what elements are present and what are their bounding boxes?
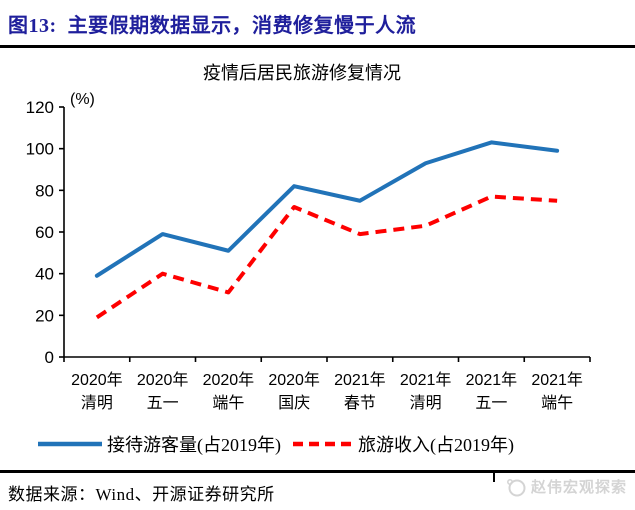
series-visitors <box>94 140 560 278</box>
x-tick-label-year: 2020年 <box>71 371 123 389</box>
y-tick-label: 0 <box>45 348 54 367</box>
y-tick-label: 120 <box>26 98 54 117</box>
x-tick-label-year: 2020年 <box>203 371 255 389</box>
y-axis-unit-label: (%) <box>70 91 95 108</box>
series-revenue <box>95 194 558 320</box>
x-tick-label-year: 2020年 <box>137 371 189 389</box>
data-source: 数据来源：Wind、开源证券研究所 <box>8 485 275 504</box>
y-tick-label: 100 <box>26 140 54 159</box>
x-tick-label-year: 2020年 <box>268 371 320 389</box>
y-tick-label: 80 <box>35 181 54 200</box>
x-tick-label-holiday: 端午 <box>541 394 573 412</box>
chart-area: 疫情后居民旅游修复情况 (%) 0 20 40 60 80 100 120 2020年清明 2020… <box>0 48 635 470</box>
x-tick-label-holiday: 春节 <box>344 394 376 412</box>
y-tick-label: 60 <box>35 223 54 242</box>
x-tick-label-year: 2021年 <box>466 371 518 389</box>
footer-bar: 数据来源：Wind、开源证券研究所 赵伟宏观探索 <box>0 470 635 510</box>
x-tick-label-holiday: 五一 <box>475 395 507 412</box>
x-tick-label-holiday: 端午 <box>212 394 244 412</box>
x-tick-label-year: 2021年 <box>531 371 583 389</box>
legend-label-0: 接待游客量(占2019年) <box>107 435 281 456</box>
y-tick-label: 20 <box>35 306 54 325</box>
legend-label-1: 旅游收入(占2019年) <box>358 435 514 456</box>
y-tick-label: 40 <box>35 265 54 284</box>
watermark-logo-icon <box>507 478 526 496</box>
watermark-label: 赵伟宏观探索 <box>530 479 627 496</box>
figure-title: 图13: 主要假期数据显示，消费修复慢于人流 <box>8 15 417 37</box>
x-tick-label-holiday: 国庆 <box>278 394 310 412</box>
figure-title-bar: 图13: 主要假期数据显示，消费修复慢于人流 <box>0 0 635 48</box>
divider-notch <box>492 473 495 482</box>
x-tick-label-holiday: 清明 <box>410 394 442 412</box>
chart-title: 疫情后居民旅游修复情况 <box>203 63 401 83</box>
x-tick-label-year: 2021年 <box>334 371 386 389</box>
x-tick-label-holiday: 清明 <box>81 394 113 412</box>
x-tick-label-year: 2021年 <box>400 371 452 389</box>
watermark: 赵伟宏观探索 <box>492 473 627 497</box>
x-tick-label-holiday: 五一 <box>147 395 179 412</box>
